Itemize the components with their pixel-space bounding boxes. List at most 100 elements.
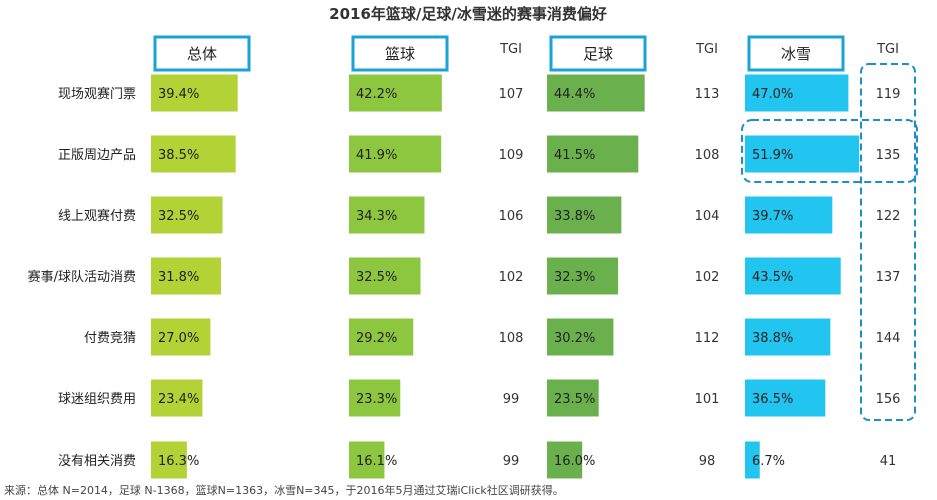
- value-label: 29.2%: [356, 331, 397, 346]
- value-label: 16.3%: [158, 454, 199, 469]
- value-label: 27.0%: [158, 331, 199, 346]
- bar: [151, 318, 211, 356]
- series-header-label: 篮球: [385, 45, 415, 63]
- tgi-value: 122: [876, 209, 901, 224]
- category-labels: 现场观赛门票正版周边产品线上观赛付费赛事/球队活动消费付费竞猜球迷组织费用没有相…: [28, 86, 136, 469]
- series-header-box: [549, 35, 647, 72]
- value-label: 34.3%: [356, 209, 397, 224]
- tgi-header: TGI: [876, 42, 899, 57]
- highlight-tgi-column: [860, 63, 916, 421]
- bar: [151, 196, 223, 234]
- value-label: 36.5%: [752, 392, 793, 407]
- value-label: 23.3%: [356, 392, 397, 407]
- bar: [151, 379, 203, 417]
- bar: [547, 135, 639, 173]
- tgi-header: TGI: [695, 42, 718, 57]
- tgi-value: 99: [503, 454, 520, 469]
- series-header-label: 冰雪: [781, 45, 811, 63]
- tgi-value: 144: [876, 331, 901, 346]
- bar: [151, 257, 221, 295]
- bar: [349, 379, 401, 417]
- value-label: 23.5%: [554, 392, 595, 407]
- category-label: 付费竞猜: [84, 330, 136, 346]
- tgi-value: 119: [876, 87, 901, 102]
- category-label: 线上观赛付费: [58, 208, 136, 224]
- tgi-value: 109: [499, 148, 524, 163]
- category-label: 正版周边产品: [58, 148, 136, 163]
- bar: [745, 74, 849, 112]
- category-label: 没有相关消费: [58, 454, 136, 469]
- tgi-value: 104: [695, 209, 720, 224]
- tgi-value: 137: [876, 270, 901, 285]
- value-label: 16.0%: [554, 454, 595, 469]
- value-label: 41.9%: [356, 148, 397, 163]
- bar: [547, 441, 583, 479]
- tgi-value: 113: [695, 87, 720, 102]
- bar: [349, 257, 421, 295]
- tgi-value: 106: [499, 209, 524, 224]
- value-label: 39.7%: [752, 209, 793, 224]
- value-labels: 39.4% 38.5% 32.5% 31.8% 27.0% 23.4% 16.3% 42.2%…: [158, 87, 793, 469]
- bar: [745, 318, 831, 356]
- series-header-label: 总体: [187, 45, 217, 63]
- bar: [547, 379, 599, 417]
- category-label: 球迷组织费用: [58, 392, 136, 407]
- source-note: 来源：总体 N=2014，足球 N-1368，篮球N=1363，冰雪N=345，…: [4, 483, 564, 497]
- value-label: 47.0%: [752, 87, 793, 102]
- tgi-value: 99: [503, 392, 520, 407]
- series-header-box: [747, 35, 845, 72]
- value-label: 32.5%: [158, 209, 199, 224]
- value-label: 38.5%: [158, 148, 199, 163]
- bar: [745, 441, 760, 479]
- tgi-values: 107 109 106 102 108 99 99 113 108 104 102 112 101 98 1…: [499, 87, 901, 469]
- tgi-value: 156: [876, 392, 901, 407]
- tgi-value: 41: [880, 454, 897, 469]
- tgi-headers: TGI TGI TGI: [499, 42, 899, 57]
- value-label: 42.2%: [356, 87, 397, 102]
- value-label: 31.8%: [158, 270, 199, 285]
- value-label: 39.4%: [158, 87, 199, 102]
- series-headers: 总体 篮球 足球 冰雪: [153, 35, 845, 72]
- tgi-value: 112: [695, 331, 720, 346]
- tgi-value: 108: [695, 148, 720, 163]
- tgi-value: 107: [499, 87, 524, 102]
- value-label: 33.8%: [554, 209, 595, 224]
- value-label: 44.4%: [554, 87, 595, 102]
- tgi-value: 102: [499, 270, 524, 285]
- bars: [151, 74, 860, 479]
- tgi-header: TGI: [499, 42, 522, 57]
- bar: [547, 196, 622, 234]
- chart-title: 2016年篮球/足球/冰雪迷的赛事消费偏好: [329, 5, 607, 23]
- tgi-value: 102: [695, 270, 720, 285]
- bar: [745, 257, 841, 295]
- bar: [745, 196, 833, 234]
- bar: [349, 441, 385, 479]
- tgi-value: 101: [695, 392, 720, 407]
- bar: [349, 74, 442, 112]
- bar: [151, 135, 236, 173]
- value-label: 41.5%: [554, 148, 595, 163]
- value-label: 23.4%: [158, 392, 199, 407]
- value-label: 43.5%: [752, 270, 793, 285]
- series-header-box: [351, 35, 449, 72]
- highlight-row-box: [741, 119, 918, 183]
- tgi-value: 98: [699, 454, 716, 469]
- bar: [349, 196, 425, 234]
- bar: [349, 135, 442, 173]
- bar: [745, 135, 860, 173]
- tgi-value: 108: [499, 331, 524, 346]
- highlight-boxes: [741, 63, 918, 421]
- bar: [349, 318, 414, 356]
- value-label: 16.1%: [356, 454, 397, 469]
- series-header-label: 足球: [583, 45, 613, 63]
- value-label: 32.3%: [554, 270, 595, 285]
- series-header-box: [153, 35, 251, 72]
- value-label: 38.8%: [752, 331, 793, 346]
- category-label: 现场观赛门票: [58, 86, 136, 102]
- value-label: 30.2%: [554, 331, 595, 346]
- bar: [151, 74, 238, 112]
- value-label: 51.9%: [752, 148, 793, 163]
- category-label: 赛事/球队活动消费: [28, 269, 136, 285]
- bar: [547, 318, 614, 356]
